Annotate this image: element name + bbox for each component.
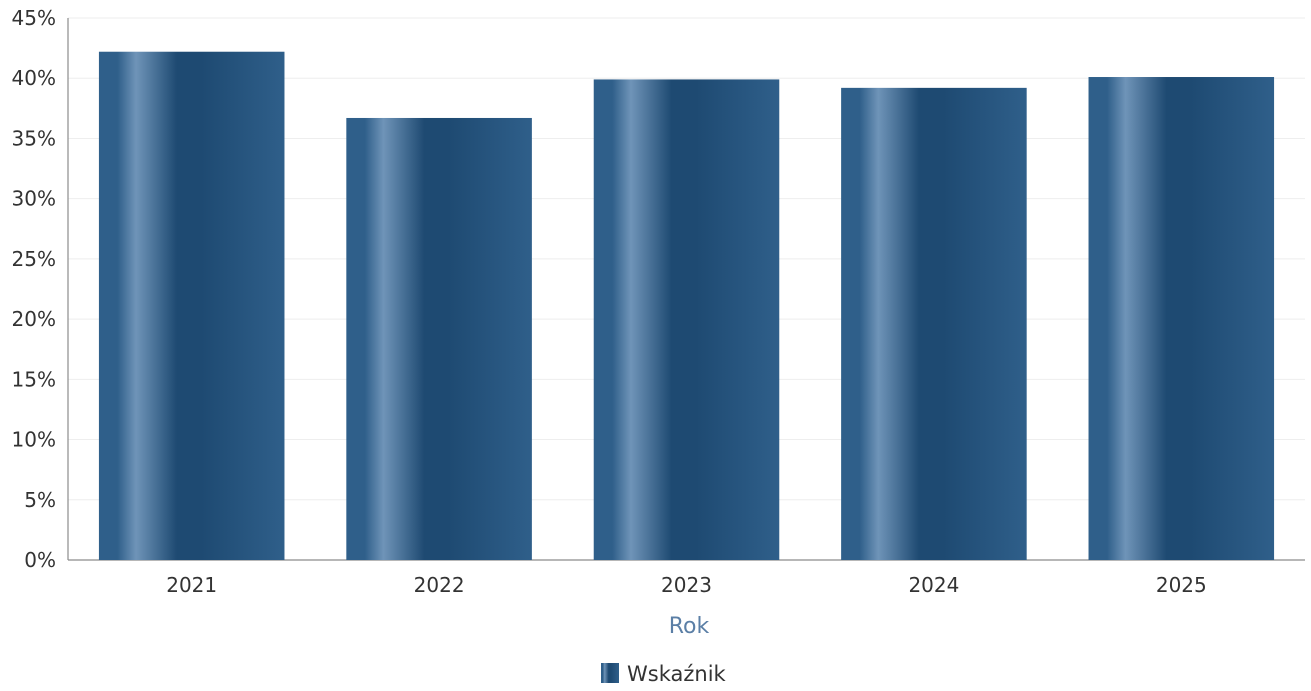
x-axis-title: Rok — [669, 614, 710, 639]
y-tick-label: 35% — [12, 126, 56, 150]
legend-label: Wskaźnik — [627, 662, 727, 686]
x-tick-label: 2025 — [1156, 573, 1207, 597]
y-tick-label: 30% — [12, 187, 56, 211]
bar-2021 — [98, 51, 285, 560]
y-tick-labels: 0% 5% 10% 15% 20% 25% 30% 35% 40% 45% — [12, 6, 56, 572]
y-tick-label: 10% — [12, 428, 56, 452]
bar-2025 — [1088, 77, 1275, 561]
x-tick-label: 2023 — [661, 573, 712, 597]
y-tick-label: 15% — [12, 367, 56, 391]
x-tick-label: 2024 — [908, 573, 959, 597]
y-tick-label: 25% — [12, 247, 56, 271]
y-tick-label: 20% — [12, 307, 56, 331]
bar-2022 — [346, 117, 532, 561]
y-tick-label: 40% — [12, 66, 56, 90]
y-tick-label: 0% — [24, 548, 56, 572]
bars — [98, 51, 1275, 561]
y-tick-label: 45% — [12, 6, 56, 30]
x-tick-label: 2022 — [414, 573, 465, 597]
bar-2024 — [841, 87, 1027, 560]
x-tick-label: 2021 — [166, 573, 217, 597]
x-tick-labels: 2021 2022 2023 2024 2025 — [166, 573, 1207, 597]
legend: Wskaźnik — [601, 662, 727, 686]
y-tick-label: 5% — [24, 488, 56, 512]
legend-swatch — [601, 663, 619, 683]
bar-2023 — [593, 79, 780, 560]
